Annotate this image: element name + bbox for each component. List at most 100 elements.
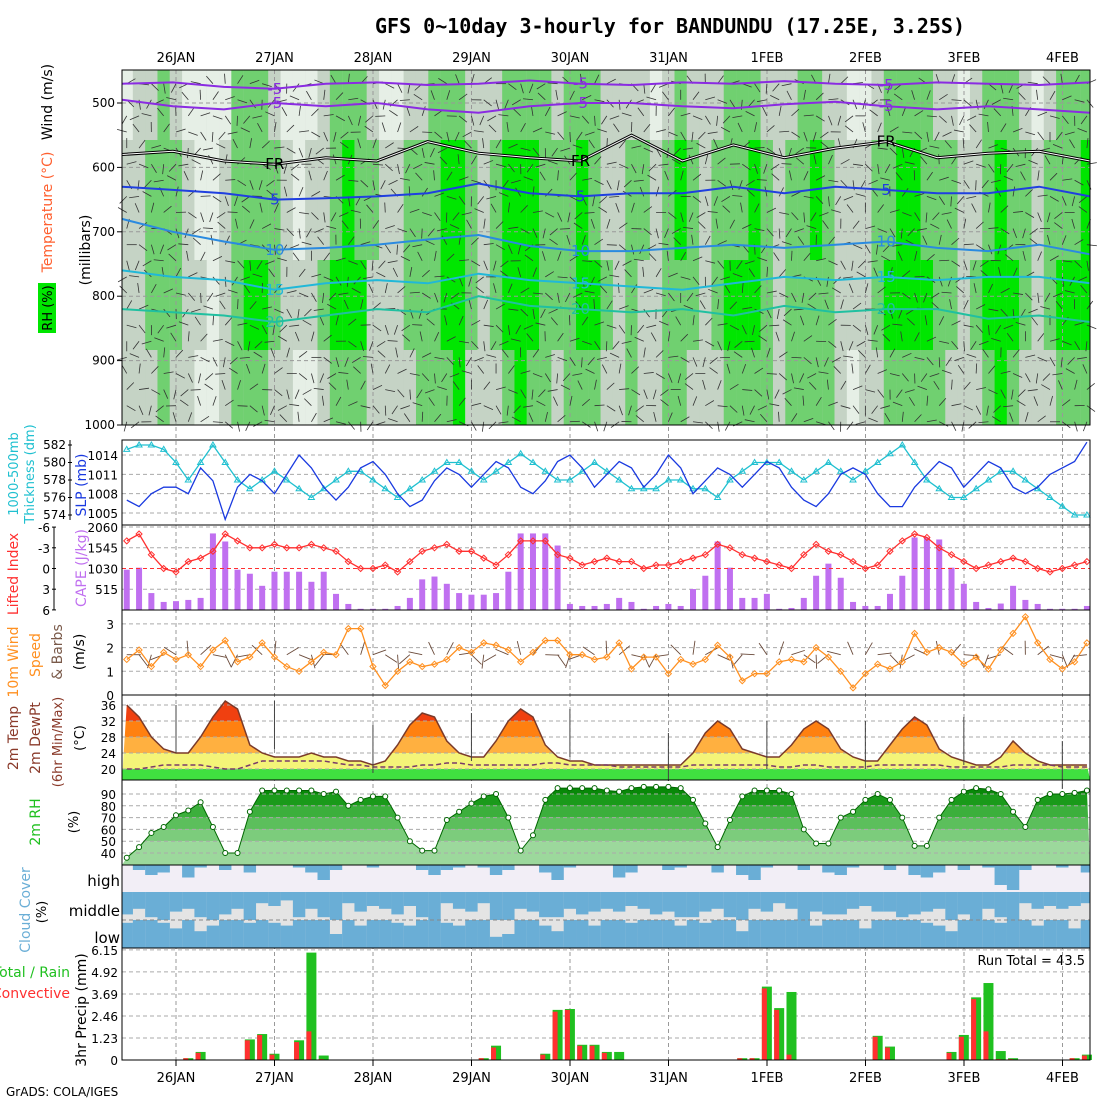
wind-barb [902,212,912,217]
wind-barb [458,315,464,326]
wind-barb [427,228,435,237]
thickness-label-2: Thickness (dm) [23,424,38,524]
wind-barb-10m [740,653,755,656]
wind-barb [351,287,361,294]
rh-marker [886,796,893,803]
wind-barb [732,115,743,119]
wind-barb [173,389,177,400]
wind-barb [277,257,287,262]
wind-barb [1074,421,1078,432]
wind-barb [759,324,768,333]
cape-bar [320,571,327,610]
rh-shade-cell [206,70,220,140]
wind-barb [633,179,644,182]
wind-barb [733,351,743,358]
cape-bar [677,605,684,610]
wind-barb [618,99,621,110]
rh-shade-cell [933,70,946,140]
isotherm-label: 20 [265,313,284,331]
wind-barb [696,212,706,218]
wind-barb [515,324,522,335]
wind-speed-line-marker [529,648,537,657]
wind-barb [1006,163,1014,173]
wind-barb [523,324,534,330]
rh-shade-cell [122,140,133,260]
rh-shade-cell [1068,140,1081,260]
wind-barb [963,260,968,271]
wind-barb [988,163,995,173]
wind-barb [464,140,472,149]
chart-title: GFS 0~10day 3-hourly for BANDUNDU (17.25… [375,14,965,38]
rh-shade-cell [969,350,983,425]
wind-barb [231,276,238,286]
lifted-index-line-marker [221,530,229,538]
thickness-line-marker [159,445,168,452]
wind-barb [1016,400,1026,407]
wind-barb [168,163,177,172]
isotherm-5 [121,269,1091,291]
wind-barb [621,340,632,344]
lifted-index-line-marker [1033,564,1042,573]
rh-shade-cell [182,260,195,350]
cloud-high-bar [477,865,490,868]
wind-barb [232,138,238,149]
wind-barb [951,179,962,184]
wind-barb [194,316,201,326]
wind-barb-10m [339,643,349,655]
rh-marker [948,796,955,803]
cloud-low-bar [1019,920,1032,948]
wind-barb [163,308,171,318]
wind-barb [397,228,408,233]
wind-barb [190,389,201,391]
wind-barb [951,403,962,407]
precip-total-bar [995,1051,1006,1060]
cloud-low-bar [1080,920,1090,948]
cape-bar [628,601,635,610]
wind-barb [926,395,929,406]
lifted-index-line-marker [307,540,316,549]
wind-barb [1074,379,1078,390]
rh-shade-cell [1019,140,1032,260]
wind-barb [818,292,829,295]
lifted-index-line-marker [947,550,956,559]
wind-speed-line-marker [603,653,611,661]
wind-speed-line-marker [566,651,574,659]
temp-band [122,737,1090,753]
wind-barb [279,414,288,423]
wind-barb [1080,284,1088,294]
lifted-index-line-marker [664,561,673,569]
wind-barb [680,170,684,181]
isotherm-0 [121,79,1091,90]
thickness-line-marker [381,484,390,492]
rh-marker [517,847,524,854]
wind-barb-10m [298,654,313,661]
rh-marker [1047,791,1053,797]
wind-barb [704,196,709,207]
wind-barb [1011,389,1014,400]
rh-shade-cell [132,140,146,260]
rh-shade-cell [846,260,860,350]
wind-barb-10m [847,641,854,655]
wind-barb [867,260,878,263]
wind-barb [421,411,424,422]
precip-convective-bar [872,1036,878,1060]
cape-bar [1047,608,1053,610]
wind-barb [298,187,304,197]
wind-barb [508,163,515,173]
wind-barb [658,242,669,246]
cloud-high-bar [933,865,946,873]
cloud-low-bar [255,920,269,948]
wind-barb [376,340,386,348]
wind-barb [387,418,398,423]
wind-barb [642,266,645,277]
wind-barb [949,299,952,310]
wind-barb [311,292,317,302]
date-label-top: 3FEB [948,51,981,66]
wind-barb [1012,128,1023,133]
rh-shade-cell [440,260,454,350]
wind-barb [922,235,928,245]
thickness-line-marker [553,476,562,483]
rh-shade-cell [391,350,404,425]
wind-barb [618,363,622,374]
wind-barb [249,260,252,271]
